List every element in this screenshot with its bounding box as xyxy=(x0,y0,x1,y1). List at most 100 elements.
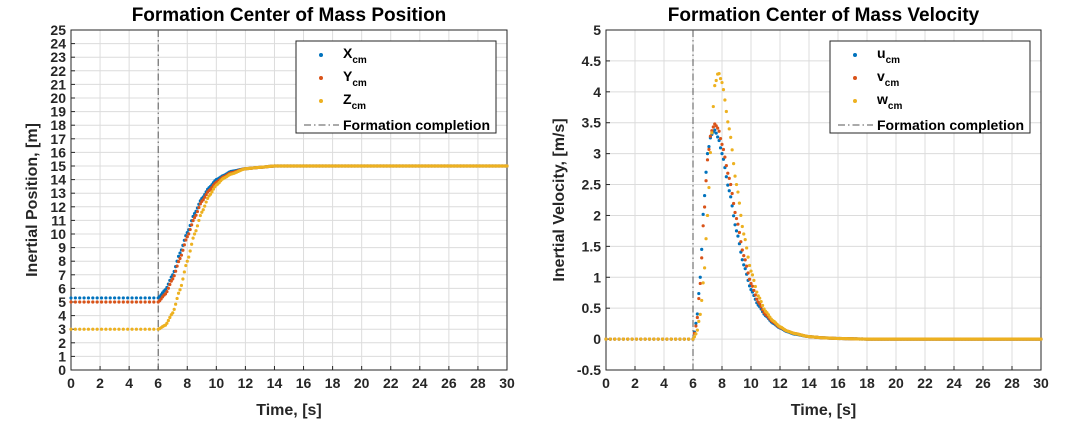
x-tick-label: 16 xyxy=(296,375,312,391)
data-point xyxy=(181,277,185,281)
x-tick-label: 28 xyxy=(1004,375,1020,391)
x-tick-label: 24 xyxy=(946,375,962,391)
data-point xyxy=(758,296,762,300)
chart-title: Formation Center of Mass Velocity xyxy=(668,5,980,26)
data-point xyxy=(117,296,121,300)
series-Xcm xyxy=(69,164,509,300)
y-tick-label: 3 xyxy=(58,321,66,337)
data-point xyxy=(729,135,733,139)
data-point xyxy=(727,189,731,193)
data-point xyxy=(753,293,757,297)
x-tick-label: 16 xyxy=(830,375,846,391)
data-point xyxy=(749,288,753,292)
y-tick-label: 2 xyxy=(593,207,601,223)
data-point xyxy=(78,296,82,300)
y-tick-label: 25 xyxy=(50,22,66,38)
y-tick-label: 15 xyxy=(50,158,66,174)
data-point xyxy=(695,315,699,320)
data-point xyxy=(724,163,728,168)
data-point xyxy=(647,337,652,341)
data-point xyxy=(195,224,200,228)
data-point xyxy=(739,240,743,244)
data-point xyxy=(734,229,739,233)
y-tick-label: 4 xyxy=(593,84,601,100)
x-tick-label: 4 xyxy=(660,375,668,391)
data-point xyxy=(108,296,112,300)
data-point xyxy=(726,183,730,187)
y-tick-label: 20 xyxy=(50,90,66,106)
data-point xyxy=(713,84,717,88)
data-point xyxy=(755,297,759,301)
data-point xyxy=(178,288,182,292)
data-point xyxy=(752,278,756,282)
x-tick-label: 12 xyxy=(238,375,254,391)
x-tick-label: 2 xyxy=(96,375,104,391)
data-point xyxy=(698,275,702,279)
data-point xyxy=(139,296,143,300)
data-point xyxy=(126,296,130,300)
legend-marker xyxy=(319,99,323,103)
data-point xyxy=(687,337,691,341)
data-point xyxy=(188,249,192,253)
data-point xyxy=(211,187,216,191)
data-point xyxy=(604,337,608,341)
data-point xyxy=(82,327,86,331)
data-point xyxy=(69,300,73,304)
y-tick-label: 0 xyxy=(58,362,66,378)
x-axis-label: Time, [s] xyxy=(256,402,322,419)
data-point xyxy=(729,195,733,199)
data-point xyxy=(86,327,91,331)
y-tick-label: 8 xyxy=(58,253,66,269)
data-point xyxy=(147,300,152,304)
data-point xyxy=(708,134,713,138)
data-point xyxy=(113,327,117,331)
data-point xyxy=(694,332,698,336)
y-tick-label: 19 xyxy=(50,104,66,120)
data-point xyxy=(174,302,178,306)
legend-label: Formation completion xyxy=(877,117,1024,133)
data-point xyxy=(740,258,744,262)
data-point xyxy=(139,327,143,331)
data-point xyxy=(200,210,204,214)
data-point xyxy=(188,227,192,232)
y-axis-label: Inertial Velocity, [m/s] xyxy=(551,118,568,281)
data-point xyxy=(707,185,711,190)
data-point xyxy=(204,192,208,197)
data-point xyxy=(713,128,717,132)
x-tick-label: 24 xyxy=(412,375,428,391)
data-point xyxy=(185,235,189,239)
legend-box xyxy=(295,40,497,134)
data-point xyxy=(169,279,173,283)
series-wcm xyxy=(604,72,1043,341)
data-point xyxy=(716,126,720,130)
data-point xyxy=(608,337,612,341)
data-point xyxy=(130,300,134,304)
data-point xyxy=(704,170,708,174)
data-point xyxy=(165,321,169,325)
data-point xyxy=(714,131,718,135)
data-point xyxy=(733,223,737,227)
data-point xyxy=(113,300,117,304)
legend-marker xyxy=(853,99,857,103)
data-point xyxy=(692,335,697,339)
data-point xyxy=(698,281,702,286)
x-tick-label: 0 xyxy=(67,375,75,391)
data-point xyxy=(91,296,95,300)
data-point xyxy=(208,192,213,196)
data-point xyxy=(126,327,130,331)
data-point xyxy=(617,337,621,341)
data-point xyxy=(99,296,104,300)
data-point xyxy=(108,327,112,331)
data-point xyxy=(78,327,82,331)
data-point xyxy=(187,232,191,236)
data-point xyxy=(695,328,699,332)
data-point xyxy=(721,147,726,152)
data-point xyxy=(190,242,194,246)
data-point xyxy=(95,327,99,331)
data-point xyxy=(697,319,701,323)
y-tick-label: 4.5 xyxy=(582,53,602,69)
x-axis-label: Time, [s] xyxy=(791,402,857,419)
data-point xyxy=(130,327,134,331)
